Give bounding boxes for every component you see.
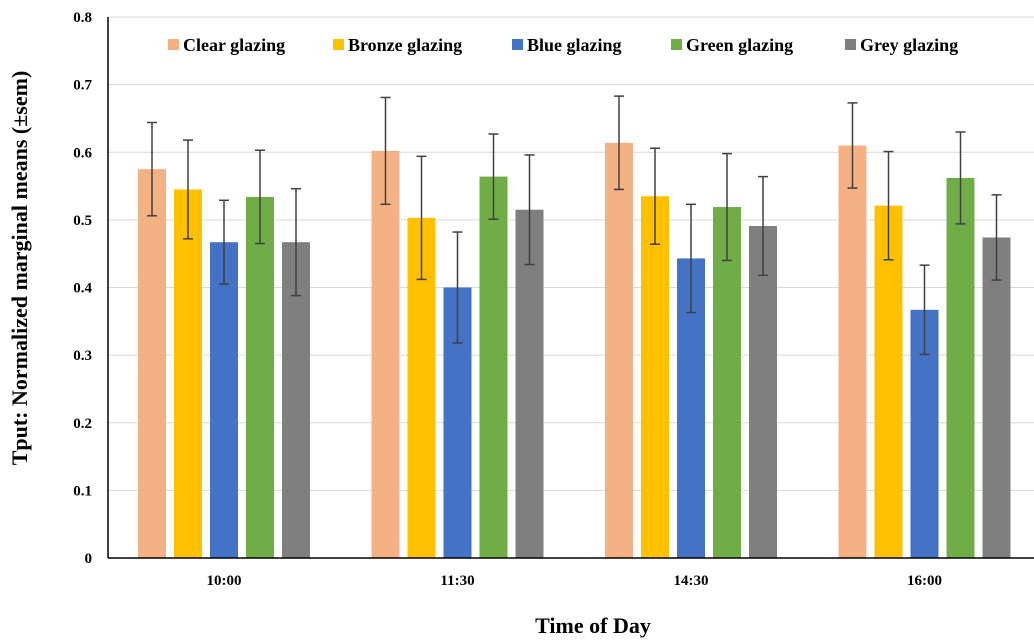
x-tick-label: 11:30 [440, 573, 474, 589]
axes [107, 17, 1034, 559]
legend: Clear glazing Bronze glazing Blue glazing G… [168, 35, 958, 55]
bars [138, 142, 1011, 559]
bar [874, 205, 903, 558]
legend-label: Blue glazing [527, 35, 622, 55]
bar [138, 169, 166, 558]
x-axis-ticks: 10:00 11:30 14:30 16:00 [207, 573, 943, 589]
legend-label: Green glazing [686, 35, 793, 55]
legend-swatch [845, 39, 856, 50]
x-tick-label: 16:00 [907, 573, 942, 589]
bar [749, 225, 777, 558]
y-tick-label: 0 [85, 551, 93, 567]
x-tick-label: 14:30 [674, 573, 709, 589]
bar [371, 150, 400, 558]
y-axis-title: Tput: Normalized marginal means (±sem) [7, 71, 32, 466]
bar [479, 176, 508, 558]
bar [838, 145, 867, 559]
y-tick-label: 0.1 [73, 483, 92, 499]
legend-label: Bronze glazing [348, 35, 462, 55]
legend-swatch [333, 39, 344, 50]
y-tick-label: 0.3 [73, 348, 92, 364]
bar [515, 209, 544, 558]
legend-swatch [512, 39, 523, 50]
y-tick-label: 0.6 [73, 145, 92, 161]
y-tick-label: 0.4 [73, 281, 92, 297]
bar [210, 242, 238, 558]
bar [246, 196, 274, 558]
y-tick-label: 0.7 [73, 78, 92, 94]
bar [713, 207, 741, 558]
legend-swatch [168, 39, 179, 50]
bar [641, 196, 669, 559]
legend-swatch [671, 39, 682, 50]
legend-label: Clear glazing [183, 35, 285, 55]
y-tick-label: 0.2 [73, 416, 92, 432]
legend-label: Grey glazing [860, 35, 958, 55]
bar [982, 237, 1011, 558]
y-axis-ticks: 0 0.1 0.2 0.3 0.4 0.5 0.6 0.7 0.8 [73, 10, 92, 567]
error-bars [147, 95, 1002, 356]
y-tick-label: 0.5 [73, 213, 92, 229]
bar [605, 142, 633, 558]
bar [174, 189, 202, 558]
bar [946, 177, 975, 558]
y-tick-label: 0.8 [73, 10, 92, 26]
x-tick-label: 10:00 [207, 573, 242, 589]
x-axis-title: Time of Day [535, 613, 651, 638]
